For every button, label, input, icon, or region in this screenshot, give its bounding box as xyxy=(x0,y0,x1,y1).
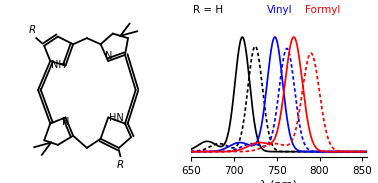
X-axis label: λ (nm): λ (nm) xyxy=(260,179,297,183)
Text: N: N xyxy=(62,117,69,127)
Text: HN: HN xyxy=(109,113,124,123)
Text: NH: NH xyxy=(51,60,65,70)
Text: Formyl: Formyl xyxy=(305,5,341,15)
Text: N: N xyxy=(105,51,112,61)
Text: R: R xyxy=(29,25,36,35)
Text: R = H: R = H xyxy=(193,5,223,15)
Text: R: R xyxy=(117,160,124,170)
Text: Vinyl: Vinyl xyxy=(266,5,292,15)
